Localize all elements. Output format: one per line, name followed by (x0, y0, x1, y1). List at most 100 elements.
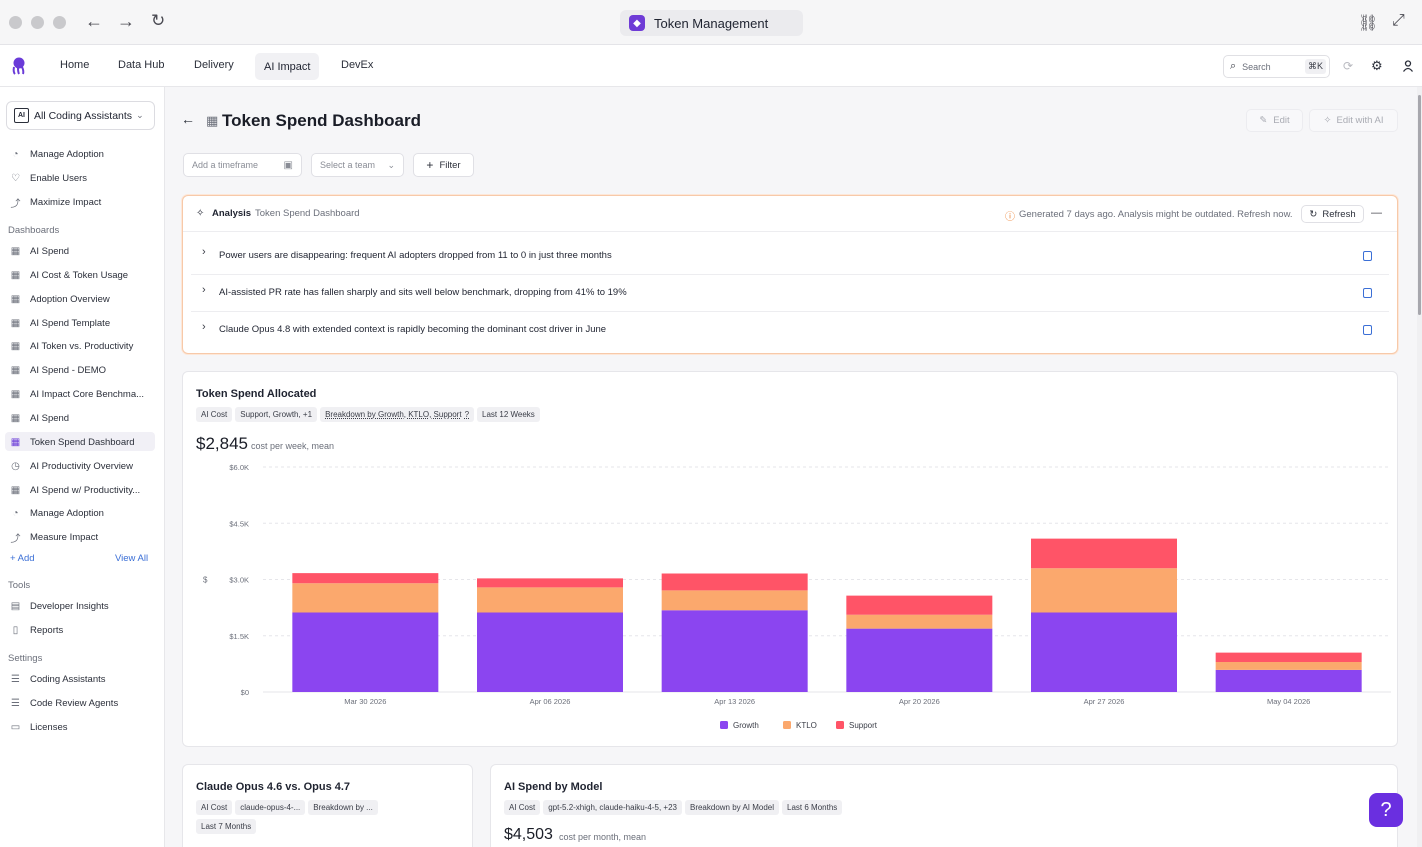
sidebar-item-label: AI Productivity Overview (30, 460, 133, 472)
back-arrow-icon[interactable]: ← (85, 11, 103, 31)
sidebar-item-dashboard[interactable]: ▦ AI Spend w/ Productivity... (9, 481, 140, 499)
scrollbar-thumb[interactable] (1418, 95, 1421, 315)
bar-segment-growth (292, 612, 439, 692)
sidebar-item-dashboard[interactable]: ▦ AI Spend (9, 409, 69, 427)
chip-breakdown[interactable]: Breakdown by Growth, KTLO, Support? (320, 407, 475, 422)
brand-logo-icon[interactable] (10, 57, 28, 75)
sidebar-item-dashboard[interactable]: ▦ AI Spend - DEMO (9, 361, 106, 379)
bar-segment-support (292, 573, 439, 584)
nav-devex[interactable]: DevEx (341, 59, 374, 71)
sidebar-item-dashboard[interactable]: ▦ AI Cost & Token Usage (9, 266, 128, 284)
insight-row[interactable]: › Claude Opus 4.8 with extended context … (183, 312, 1397, 350)
help-button[interactable]: ? (1369, 793, 1403, 827)
link-icon[interactable]: ⛓ (1358, 15, 1379, 32)
nav-home[interactable]: Home (60, 59, 90, 71)
copy-icon[interactable] (1363, 325, 1372, 335)
expand-icon[interactable]: ⤢ (1392, 12, 1405, 29)
pencil-icon: ✎ (1259, 115, 1268, 126)
reload-icon[interactable]: ↻ (151, 11, 166, 30)
card-value-caption: cost per month, mean (559, 832, 647, 842)
scrollbar-track[interactable] (1417, 87, 1422, 847)
search-box[interactable]: ⌕ Search ⌘K (1223, 55, 1330, 78)
sidebar-item-dashboard[interactable]: ▦ AI Spend Template (9, 314, 110, 332)
y-tick-label: $4.5K (229, 519, 249, 528)
sidebar-item-dashboard[interactable]: ▦ AI Spend (9, 242, 69, 260)
sidebar-item-reports[interactable]: ▯ Reports (9, 621, 64, 639)
window-tab[interactable]: ◆ Token Management (620, 10, 803, 36)
chip-breakdown[interactable]: Breakdown by AI Model (684, 800, 780, 815)
chip-metric[interactable]: AI Cost (196, 800, 233, 815)
sidebar-item-label: Reports (30, 624, 64, 636)
sync-icon[interactable]: ⟳ (1343, 59, 1354, 73)
bar-segment-ktlo (661, 590, 808, 611)
bar-segment-growth (661, 610, 808, 692)
chip-range[interactable]: Last 7 Months (196, 819, 257, 834)
insight-text: Power users are disappearing: frequent A… (219, 250, 612, 261)
insight-row[interactable]: › AI-assisted PR rate has fallen sharply… (183, 275, 1397, 311)
window-minimize-dot[interactable] (31, 16, 44, 29)
sidebar-item-label: AI Token vs. Productivity (30, 340, 134, 352)
sidebar-item-licenses[interactable]: ▭ Licenses (9, 718, 68, 736)
sidebar-item-enable-users[interactable]: ♡ Enable Users (9, 169, 87, 187)
team-select[interactable]: Select a team ⌄ (311, 153, 404, 177)
insight-row[interactable]: › Power users are disappearing: frequent… (183, 232, 1397, 274)
filter-button[interactable]: + Filter (413, 153, 474, 177)
dashboard-grid-icon: ▦ (10, 269, 21, 281)
add-dashboard-link[interactable]: + Add (10, 553, 35, 564)
bar-segment-ktlo (477, 587, 623, 613)
legend-label: Growth (733, 721, 759, 730)
sidebar-item-developer-insights[interactable]: ▤ Developer Insights (9, 597, 109, 615)
nav-delivery[interactable]: Delivery (194, 59, 234, 71)
sidebar-item-dashboard[interactable]: ⤴ Measure Impact (9, 528, 99, 546)
nav-data-hub[interactable]: Data Hub (118, 59, 165, 71)
search-shortcut: ⌘K (1304, 59, 1326, 74)
collapse-icon[interactable]: — (1371, 207, 1382, 219)
bar-segment-growth (846, 628, 993, 692)
sidebar-item-dashboard[interactable]: ▦ AI Token vs. Productivity (9, 337, 134, 355)
copy-icon[interactable] (1363, 251, 1372, 261)
sidebar-item-manage-adoption[interactable]: ◔ Manage Adoption (9, 145, 103, 163)
nav-ai-impact[interactable]: AI Impact (255, 53, 320, 80)
chip-metric[interactable]: AI Cost (504, 800, 541, 815)
analysis-card: ✧ Analysis Token Spend Dashboard ⓘ Gener… (182, 195, 1398, 354)
chip-breakdown[interactable]: Breakdown by ... (308, 800, 378, 815)
x-tick-label: Apr 20 2026 (899, 697, 940, 706)
y-axis-label: $ (203, 576, 208, 585)
sidebar-item-code-review-agents[interactable]: ☰ Code Review Agents (9, 694, 118, 712)
chip-range[interactable]: Last 12 Weeks (477, 407, 540, 422)
gear-icon[interactable]: ⚙ (1371, 58, 1383, 73)
bar-segment-support (661, 573, 808, 591)
sidebar-item-token-spend-dashboard[interactable]: ▦ Token Spend Dashboard (9, 433, 135, 451)
x-tick-label: Apr 13 2026 (714, 697, 755, 706)
window-close-dot[interactable] (9, 16, 22, 29)
edit-with-ai-button[interactable]: ✧ Edit with AI (1309, 109, 1398, 132)
edit-button[interactable]: ✎ Edit (1246, 109, 1303, 132)
chip-range[interactable]: Last 6 Months (782, 800, 843, 815)
refresh-button[interactable]: ↻ Refresh (1301, 205, 1364, 223)
sidebar-item-label: Developer Insights (30, 600, 109, 612)
copy-icon[interactable] (1363, 288, 1372, 298)
card-chips: Last 7 Months (196, 819, 259, 834)
y-tick-label: $3.0K (229, 576, 249, 585)
chip-models[interactable]: gpt-5.2-xhigh, claude-haiku-4-5, +23 (543, 800, 682, 815)
user-icon[interactable] (1402, 60, 1414, 72)
sidebar-item-dashboard[interactable]: ◔ Manage Adoption (9, 504, 103, 522)
chip-metric[interactable]: AI Cost (196, 407, 233, 422)
sidebar-item-maximize-impact[interactable]: ⤴ Maximize Impact (9, 193, 102, 211)
chevron-down-icon: ⌄ (387, 159, 395, 170)
forward-arrow-icon[interactable]: → (117, 11, 135, 31)
sidebar-item-coding-assistants[interactable]: ☰ Coding Assistants (9, 670, 106, 688)
back-arrow-icon[interactable]: ← (181, 111, 195, 127)
chip-teams[interactable]: Support, Growth, +1 (235, 407, 318, 422)
view-all-link[interactable]: View All (115, 553, 149, 564)
timeframe-picker[interactable]: Add a timeframe ▣ (183, 153, 302, 177)
card-chips: AI Cost claude-opus-4-... Breakdown by .… (196, 800, 381, 815)
chip-models[interactable]: claude-opus-4-... (235, 800, 306, 815)
sidebar-item-dashboard[interactable]: ◷ AI Productivity Overview (9, 457, 133, 475)
sidebar-item-label: Maximize Impact (30, 196, 102, 208)
coding-assistant-selector[interactable]: AI All Coding Assistants ⌄ (6, 101, 155, 130)
window-zoom-dot[interactable] (53, 16, 66, 29)
sidebar-item-dashboard[interactable]: ▦ AI Impact Core Benchma... (9, 385, 144, 403)
sidebar-item-dashboard[interactable]: ▦ Adoption Overview (9, 290, 110, 308)
bar-segment-support (1031, 538, 1177, 569)
